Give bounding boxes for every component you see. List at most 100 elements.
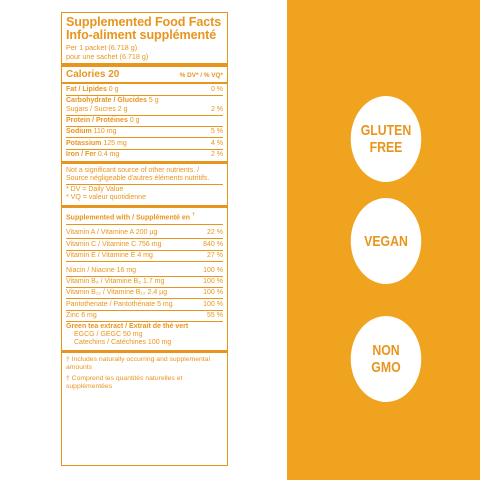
supplement-amount: 5 mg [157, 300, 173, 308]
supplement-dv: 100 % [203, 266, 223, 274]
divider [66, 238, 223, 240]
nutrient-name: Potassium [66, 139, 102, 147]
supplement-amount: 16 mg [116, 266, 137, 274]
supplement-row-vitamin-c: Vitamin C / Vitamine C 756 mg 840 % [66, 239, 223, 250]
dv-legend: * DV = Daily Value * VQ = valeur quotidi… [66, 185, 223, 204]
supplement-row-vitamin-b12: Vitamin B₁₂ / Vitamine B₁₂ 2.4 µg 100 % [66, 288, 223, 299]
facts-title-en: Supplemented Food Facts [66, 15, 222, 29]
divider [66, 298, 223, 300]
calories-row: Calories 20 % DV* / % VQ* [66, 67, 223, 81]
nutrient-row-iron: Iron / Fer 0.4 mg 2 % [66, 149, 223, 160]
supplement-row-pantothenate: Pantothenate / Pantothénate 5 mg 100 % [66, 299, 223, 310]
supplement-amount: 756 mg [138, 240, 162, 248]
supplement-name: Pantothenate / Pantothénate [66, 300, 156, 308]
supplement-name: Niacin / Niacine [66, 266, 115, 274]
supplement-dv: 100 % [203, 278, 223, 286]
nutrient-name: Sodium [66, 128, 92, 136]
footnote-fr: † Comprend les quantités naturelles et s… [66, 374, 183, 390]
nutrient-name: Fat / Lipides [66, 85, 107, 93]
supplement-row-zinc: Zinc 6 mg 55 % [66, 310, 223, 321]
facts-title-fr: Info-aliment supplémenté [66, 28, 217, 42]
nutrient-name: Sugars / Sucres [66, 105, 116, 113]
nutrient-row-sodium: Sodium 110 mg 5 % [66, 127, 223, 138]
divider [66, 137, 223, 139]
nutrient-name: Protein / Protéines [66, 117, 128, 125]
serving-size: Per 1 packet (6.718 g) pour une sachet (… [66, 43, 223, 61]
nutrient-dv: 2 % [210, 105, 223, 113]
divider [66, 249, 223, 251]
nutrient-name: Carbohydrate / Glucides [66, 96, 147, 104]
calories-label: Calories 20 [66, 69, 120, 80]
nutrient-dv: 2 % [210, 150, 223, 158]
divider [66, 94, 223, 96]
divider [66, 287, 223, 288]
supplement-dv: 27 % [207, 252, 223, 259]
divider-thick [62, 63, 227, 67]
not-significant-text: Not a significant source of other nutrie… [66, 166, 210, 182]
not-significant-note: Not a significant source of other nutrie… [66, 164, 223, 184]
divider [66, 261, 223, 262]
dagger-mark: † [192, 212, 196, 219]
supplement-row-vitamin-a: Vitamin A / Vitamine A 200 µg 22 % [66, 224, 223, 238]
nutrient-row-potassium: Potassium 125 mg 4 % [66, 138, 223, 149]
supplement-dv: 100 % [203, 289, 223, 297]
supplement-name: Vitamin A / Vitamine A [66, 229, 134, 237]
divider [66, 126, 223, 127]
nutrient-dv: 0 % [210, 85, 223, 93]
supplement-dv: 100 % [203, 300, 223, 308]
dv-header: % DV* / % VQ* [179, 72, 223, 79]
badge-line: GLUTEN [360, 122, 412, 139]
divider-thick [62, 160, 227, 164]
supplement-name: Vitamin E / Vitamine E [66, 252, 136, 259]
supplement-amount: 1.7 mg [142, 278, 165, 286]
nutrient-row-fat: Fat / Lipides 0 g 0 % [66, 84, 223, 95]
supplement-name: Vitamin B₁₂ / Vitamine B₁₂ [66, 289, 146, 297]
nutrient-name: Iron / Fer [66, 150, 96, 158]
supplement-dv: 840 % [203, 240, 223, 248]
nutrient-row-protein: Protein / Protéines 0 g [66, 116, 223, 127]
serving-size-fr: pour une sachet (6.718 g) [66, 51, 149, 61]
gluten-free-badge: GLUTEN FREE [350, 96, 422, 182]
green-tea-egcg: EGCG / GEGC 50 mg [74, 331, 143, 339]
supplement-name: Vitamin C / Vitamine C [66, 240, 137, 248]
supplemented-header-text: Supplemented with / Supplémenté en [66, 214, 191, 222]
supplemented-food-facts-panel: Supplemented Food Facts Info-aliment sup… [61, 12, 228, 466]
dv-note-fr: * VQ = valeur quotidienne [66, 194, 146, 202]
dv-note-en: * DV = Daily Value [66, 186, 124, 194]
badge-line: VEGAN [364, 232, 408, 250]
nutrient-row-sugars: Sugars / Sucres 2 g 2 % [66, 106, 223, 115]
divider [66, 148, 223, 150]
nutrient-dv: 4 % [210, 139, 223, 147]
badge-line: FREE [369, 139, 403, 156]
nutrient-amount: 0 g [108, 85, 119, 93]
divider [66, 183, 223, 185]
nutrient-dv: 5 % [210, 128, 223, 136]
non-gmo-badge: NON GMO [350, 316, 422, 402]
badge-line: GMO [371, 359, 401, 376]
badge-line: NON [372, 342, 400, 359]
divider-medium [62, 82, 227, 84]
supplement-row-vitamin-b6: Vitamin B₆ / Vitamine B₆ 1.7 mg 100 % [66, 277, 223, 288]
supplement-name: Zinc [66, 311, 80, 319]
nutrient-amount: 0 g [129, 117, 140, 125]
vegan-badge: VEGAN [350, 198, 422, 284]
divider [66, 114, 223, 116]
supplement-row-niacin: Niacin / Niacine 16 mg 100 % [66, 262, 223, 276]
supplemented-header: Supplemented with / Supplémenté en † [66, 208, 223, 223]
nutrient-amount: 110 mg [93, 128, 117, 136]
nutrient-amount: 2 g [117, 105, 128, 113]
divider [66, 320, 223, 322]
supplement-name: Vitamin B₆ / Vitamine B₆ [66, 278, 142, 286]
divider [66, 309, 223, 311]
divider [66, 275, 223, 277]
divider [66, 223, 223, 225]
nutrient-row-carbohydrate: Carbohydrate / Glucides 5 g [66, 95, 223, 106]
supplement-row-vitamin-e: Vitamin E / Vitamine E 4 mg 27 % [66, 251, 223, 262]
divider-thick [62, 205, 227, 209]
supplement-amount: 4 mg [137, 252, 153, 259]
green-tea-catechins: Catechins / Catéchines 100 mg [74, 339, 172, 347]
supplement-dv: 55 % [207, 311, 223, 319]
green-tea-block: Green tea extract / Extrait de thé vert … [66, 322, 223, 349]
nutrient-amount: 5 g [148, 96, 159, 104]
green-tea-title: Green tea extract / Extrait de thé vert [66, 323, 189, 331]
